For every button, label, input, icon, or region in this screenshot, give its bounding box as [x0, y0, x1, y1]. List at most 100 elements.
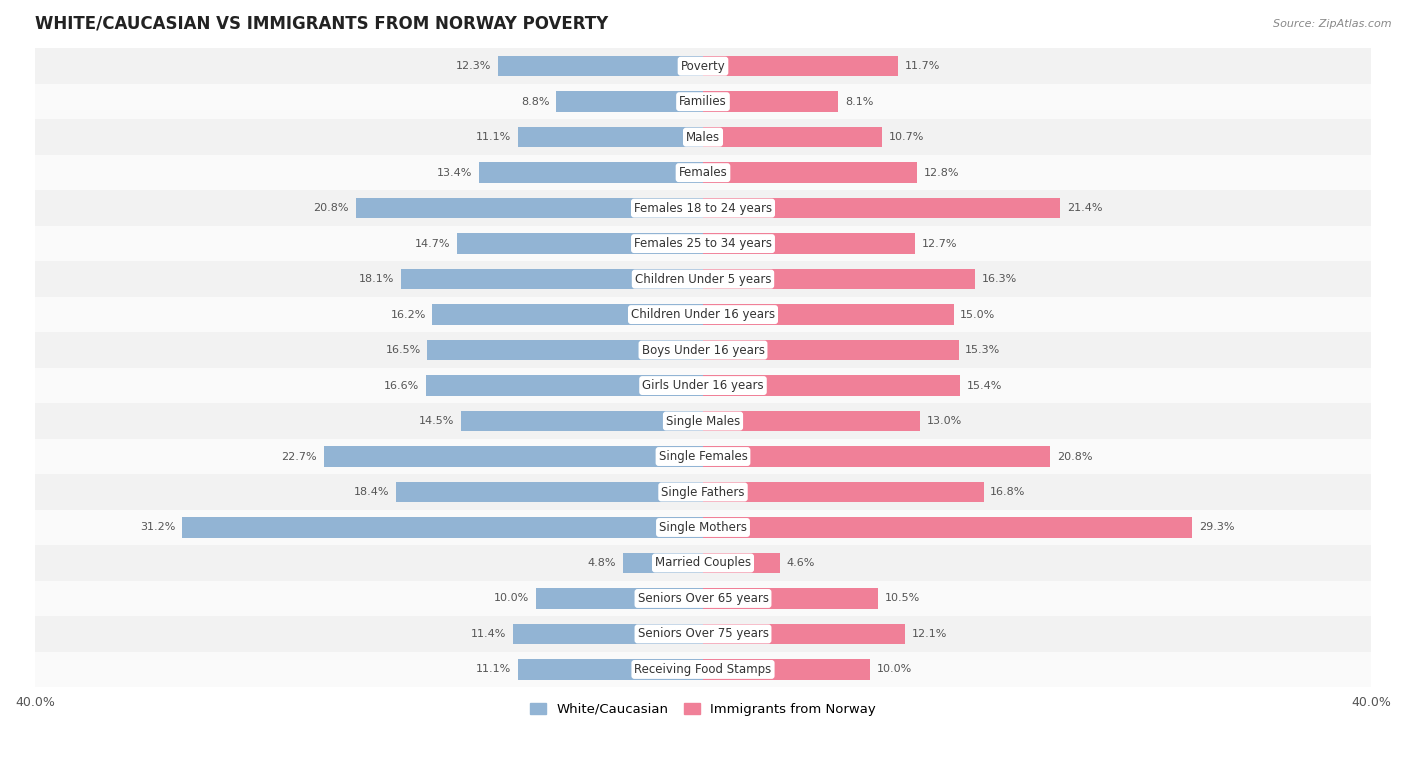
Bar: [479, 162, 703, 183]
Bar: [703, 482, 984, 503]
Text: 12.8%: 12.8%: [924, 168, 959, 177]
Text: Seniors Over 75 years: Seniors Over 75 years: [637, 628, 769, 641]
Bar: [703, 162, 917, 183]
Text: Receiving Food Stamps: Receiving Food Stamps: [634, 663, 772, 676]
Bar: [457, 233, 703, 254]
Bar: [35, 120, 1371, 155]
Bar: [703, 56, 898, 77]
Bar: [35, 403, 1371, 439]
Text: 14.5%: 14.5%: [419, 416, 454, 426]
Text: Families: Families: [679, 96, 727, 108]
Text: 15.0%: 15.0%: [960, 309, 995, 320]
Text: Females: Females: [679, 166, 727, 179]
Bar: [703, 304, 953, 325]
Bar: [35, 262, 1371, 297]
Legend: White/Caucasian, Immigrants from Norway: White/Caucasian, Immigrants from Norway: [530, 703, 876, 716]
Text: Poverty: Poverty: [681, 60, 725, 73]
Text: 10.5%: 10.5%: [884, 594, 921, 603]
Bar: [703, 92, 838, 112]
Text: 16.5%: 16.5%: [385, 345, 420, 355]
Text: Females 18 to 24 years: Females 18 to 24 years: [634, 202, 772, 215]
Text: 13.4%: 13.4%: [437, 168, 472, 177]
Bar: [703, 127, 882, 148]
Text: Boys Under 16 years: Boys Under 16 years: [641, 343, 765, 356]
Text: 16.8%: 16.8%: [990, 487, 1025, 497]
Text: Children Under 5 years: Children Under 5 years: [634, 273, 772, 286]
Text: Source: ZipAtlas.com: Source: ZipAtlas.com: [1274, 19, 1392, 29]
Bar: [517, 127, 703, 148]
Text: Girls Under 16 years: Girls Under 16 years: [643, 379, 763, 392]
Text: 10.7%: 10.7%: [889, 132, 924, 143]
Text: 10.0%: 10.0%: [877, 665, 912, 675]
Text: 14.7%: 14.7%: [415, 239, 451, 249]
Bar: [35, 475, 1371, 509]
Text: 21.4%: 21.4%: [1067, 203, 1102, 213]
Text: WHITE/CAUCASIAN VS IMMIGRANTS FROM NORWAY POVERTY: WHITE/CAUCASIAN VS IMMIGRANTS FROM NORWA…: [35, 15, 609, 33]
Bar: [703, 375, 960, 396]
Text: 11.4%: 11.4%: [471, 629, 506, 639]
Text: Single Females: Single Females: [658, 450, 748, 463]
Bar: [395, 482, 703, 503]
Text: 18.1%: 18.1%: [359, 274, 394, 284]
Bar: [426, 375, 703, 396]
Bar: [517, 659, 703, 680]
Bar: [35, 297, 1371, 332]
Text: 16.3%: 16.3%: [981, 274, 1017, 284]
Bar: [703, 340, 959, 360]
Bar: [35, 190, 1371, 226]
Text: Single Mothers: Single Mothers: [659, 521, 747, 534]
Bar: [703, 624, 905, 644]
Text: 8.1%: 8.1%: [845, 97, 873, 107]
Text: Children Under 16 years: Children Under 16 years: [631, 308, 775, 321]
Bar: [703, 269, 976, 290]
Text: Females 25 to 34 years: Females 25 to 34 years: [634, 237, 772, 250]
Bar: [35, 332, 1371, 368]
Bar: [356, 198, 703, 218]
Bar: [703, 446, 1050, 467]
Bar: [35, 616, 1371, 652]
Text: 15.3%: 15.3%: [965, 345, 1001, 355]
Text: 13.0%: 13.0%: [927, 416, 962, 426]
Bar: [498, 56, 703, 77]
Bar: [35, 155, 1371, 190]
Bar: [513, 624, 703, 644]
Text: 16.2%: 16.2%: [391, 309, 426, 320]
Text: 22.7%: 22.7%: [281, 452, 318, 462]
Bar: [703, 198, 1060, 218]
Bar: [703, 588, 879, 609]
Bar: [703, 517, 1192, 537]
Text: Single Fathers: Single Fathers: [661, 486, 745, 499]
Text: 10.0%: 10.0%: [494, 594, 529, 603]
Text: 11.7%: 11.7%: [905, 61, 941, 71]
Bar: [536, 588, 703, 609]
Text: 11.1%: 11.1%: [475, 132, 510, 143]
Text: 12.3%: 12.3%: [456, 61, 491, 71]
Bar: [623, 553, 703, 573]
Bar: [181, 517, 703, 537]
Text: 12.7%: 12.7%: [922, 239, 957, 249]
Bar: [703, 659, 870, 680]
Bar: [427, 340, 703, 360]
Text: 12.1%: 12.1%: [911, 629, 948, 639]
Text: 15.4%: 15.4%: [967, 381, 1002, 390]
Bar: [35, 368, 1371, 403]
Bar: [401, 269, 703, 290]
Bar: [35, 509, 1371, 545]
Text: Seniors Over 65 years: Seniors Over 65 years: [637, 592, 769, 605]
Text: 18.4%: 18.4%: [353, 487, 389, 497]
Bar: [35, 84, 1371, 120]
Bar: [35, 545, 1371, 581]
Text: 4.6%: 4.6%: [786, 558, 815, 568]
Bar: [703, 553, 780, 573]
Bar: [35, 439, 1371, 475]
Text: 20.8%: 20.8%: [314, 203, 349, 213]
Bar: [35, 652, 1371, 688]
Bar: [703, 233, 915, 254]
Text: Married Couples: Married Couples: [655, 556, 751, 569]
Bar: [35, 581, 1371, 616]
Bar: [433, 304, 703, 325]
Text: Males: Males: [686, 130, 720, 144]
Text: 16.6%: 16.6%: [384, 381, 419, 390]
Bar: [461, 411, 703, 431]
Text: 11.1%: 11.1%: [475, 665, 510, 675]
